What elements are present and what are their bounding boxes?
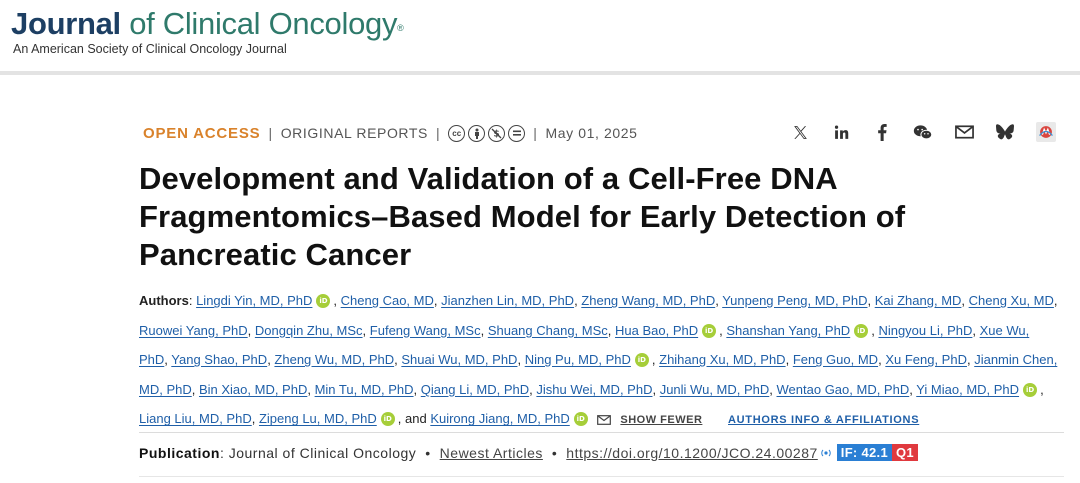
publication-divider [139, 432, 1064, 433]
author-link[interactable]: Kuirong Jiang, MD, PhD [430, 411, 570, 427]
author-link[interactable]: Ningyou Li, PhD [878, 322, 973, 338]
header-divider [0, 71, 1080, 75]
author-link[interactable]: Jishu Wei, MD, PhD [536, 381, 653, 397]
registered-mark: ® [397, 23, 404, 33]
author-link[interactable]: Zheng Wu, MD, PhD [274, 352, 395, 368]
publication-colon: : [219, 444, 229, 461]
copy-link-icon[interactable] [821, 448, 831, 458]
author-link[interactable]: Yang Shao, PhD [171, 352, 268, 368]
impact-factor-badge: IF: 42.1 [836, 444, 892, 461]
author-link[interactable]: Ning Pu, MD, PhD [524, 352, 631, 368]
journal-logo-subtitle: An American Society of Clinical Oncology… [13, 42, 287, 56]
share-bar [790, 122, 1056, 142]
author-link[interactable]: Zhihang Xu, MD, PhD [659, 352, 786, 368]
author-link[interactable]: Yi Miao, MD, PhD [916, 381, 1020, 397]
wechat-icon[interactable] [913, 122, 933, 142]
linkedin-icon[interactable] [831, 122, 851, 142]
facebook-icon[interactable] [872, 122, 892, 142]
author-link[interactable]: Wentao Gao, MD, PhD [776, 381, 910, 397]
journal-logo-title: Journal of Clinical Oncology® [11, 6, 404, 42]
publication-label: Publication [139, 444, 220, 461]
author-link[interactable]: Lingdi Yin, MD, PhD [196, 293, 313, 308]
author-link[interactable]: Kai Zhang, MD [874, 293, 962, 308]
mendeley-icon[interactable] [1036, 122, 1056, 142]
cc-icon: cc [448, 124, 466, 142]
author-link[interactable]: Zipeng Lu, MD, PhD [258, 411, 377, 427]
bluesky-icon[interactable] [995, 122, 1015, 142]
author-link[interactable]: Bin Xiao, MD, PhD [198, 381, 308, 397]
author-link[interactable]: Shuai Wu, MD, PhD [401, 352, 518, 368]
nc-icon: $ [488, 124, 506, 142]
license-icons[interactable]: cc $ [448, 124, 526, 142]
logo-word-journal: Journal [11, 6, 121, 41]
author-link[interactable]: Cheng Cao, MD [340, 293, 434, 308]
by-icon [468, 124, 486, 142]
site-header: Journal of Clinical Oncology® An America… [0, 0, 1080, 70]
author-link[interactable]: Zheng Wang, MD, PhD [581, 293, 716, 308]
author-link[interactable]: Feng Guo, MD [792, 352, 879, 368]
author-link[interactable]: Liang Liu, MD, PhD [139, 411, 252, 427]
publish-date: May 01, 2025 [545, 125, 638, 141]
article-meta: OPEN ACCESS | ORIGINAL REPORTS | cc $ | … [143, 122, 638, 144]
author-link[interactable]: Ruowei Yang, PhD [139, 322, 248, 338]
publication-journal: Journal of Clinical Oncology [228, 444, 417, 461]
orcid-icon[interactable]: iD [380, 412, 395, 427]
authors-label: Authors [139, 293, 189, 308]
author-link[interactable]: Dongqin Zhu, MSc [254, 322, 363, 338]
x-icon[interactable] [790, 122, 810, 142]
show-fewer-link[interactable]: SHOW FEWER [620, 414, 703, 427]
bullet-separator: • [425, 444, 431, 461]
orcid-icon[interactable]: iD [702, 323, 717, 338]
orcid-icon[interactable]: iD [573, 412, 588, 427]
author-link[interactable]: Shuang Chang, MSc [487, 322, 608, 338]
article-title: Development and Validation of a Cell-Fre… [139, 161, 906, 272]
email-icon[interactable] [954, 122, 974, 142]
doi-link[interactable]: https://doi.org/10.1200/JCO.24.00287 [566, 444, 818, 461]
meta-separator: | [268, 125, 273, 141]
newest-articles-link[interactable]: Newest Articles [439, 444, 543, 461]
corresponding-email-icon[interactable] [596, 406, 611, 436]
author-link[interactable]: Cheng Xu, MD [968, 293, 1054, 308]
and-word: and [404, 411, 427, 427]
logo-word-rest: of Clinical Oncology [120, 6, 398, 41]
author-link[interactable]: Yunpeng Peng, MD, PhD [722, 293, 868, 308]
nd-icon [508, 124, 526, 142]
open-access-label: OPEN ACCESS [143, 124, 261, 142]
meta-separator: | [435, 125, 441, 141]
article-type[interactable]: ORIGINAL REPORTS [280, 125, 428, 141]
author-link[interactable]: Jianmin Chen, MD, PhD [139, 352, 1058, 397]
publication-info: Publication: Journal of Clinical Oncolog… [139, 444, 918, 461]
orcid-icon[interactable]: iD [316, 294, 331, 308]
author-link[interactable]: Xu Feng, PhD [885, 352, 967, 368]
bottom-divider [139, 476, 1064, 477]
author-link[interactable]: Fufeng Wang, MSc [369, 322, 481, 338]
author-link[interactable]: Jianzhen Lin, MD, PhD [441, 293, 575, 308]
meta-separator: | [533, 125, 538, 141]
author-link[interactable]: Hua Bao, PhD [615, 322, 699, 338]
orcid-icon[interactable]: iD [634, 353, 649, 368]
orcid-icon[interactable]: iD [854, 323, 869, 338]
authors-block: Authors: Lingdi Yin, MD, PhD iD, Cheng Ca… [139, 286, 1059, 436]
orcid-icon[interactable]: iD [1023, 382, 1038, 397]
authors-affiliations-link[interactable]: AUTHORS INFO & AFFILIATIONS [728, 414, 920, 427]
journal-logo[interactable]: Journal of Clinical Oncology® An America… [11, 6, 404, 56]
author-link[interactable]: Junli Wu, MD, PhD [659, 381, 770, 397]
author-link[interactable]: Xue Wu, PhD [139, 322, 1030, 368]
author-link[interactable]: Min Tu, MD, PhD [314, 381, 414, 397]
quartile-badge: Q1 [891, 444, 918, 461]
bullet-separator: • [551, 444, 558, 461]
author-link[interactable]: Shanshan Yang, PhD [726, 322, 851, 338]
author-link[interactable]: Qiang Li, MD, PhD [420, 381, 530, 397]
